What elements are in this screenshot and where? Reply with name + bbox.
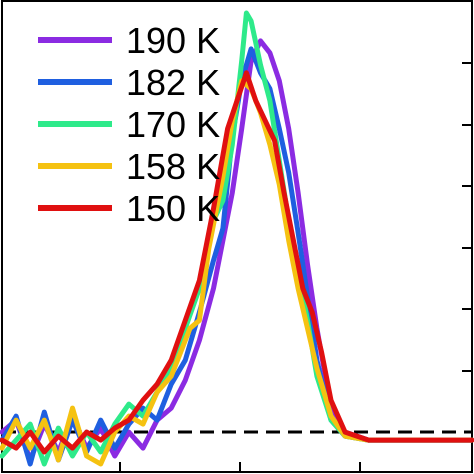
series-line-182k	[0, 46, 474, 467]
legend-label: 182 K	[126, 62, 220, 103]
series-line-158k	[0, 78, 474, 467]
legend-label: 170 K	[126, 104, 220, 145]
series-line-150k	[0, 70, 474, 455]
legend-label: 190 K	[126, 20, 220, 61]
legend-label: 158 K	[126, 146, 220, 187]
legend-label: 150 K	[126, 188, 220, 229]
